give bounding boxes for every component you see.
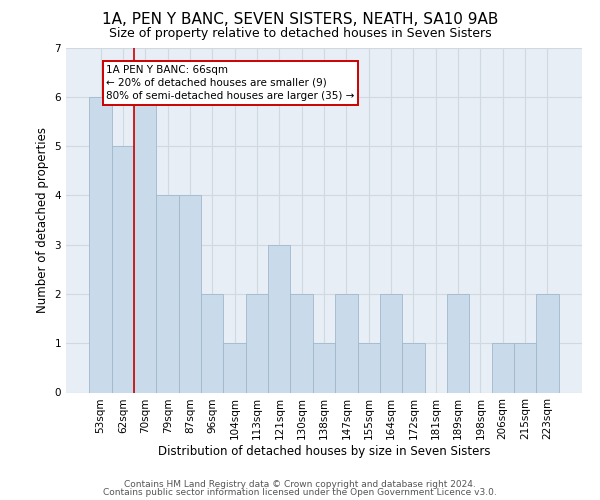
Bar [157,196,179,392]
Bar [89,97,112,392]
Bar [201,294,223,392]
Text: 1A PEN Y BANC: 66sqm
← 20% of detached houses are smaller (9)
80% of semi-detach: 1A PEN Y BANC: 66sqm ← 20% of detached h… [106,64,355,101]
Bar [335,294,358,392]
Bar [313,343,335,392]
Bar [223,343,246,392]
Bar [134,97,157,392]
Bar [514,343,536,392]
Bar [179,196,201,392]
Bar [246,294,268,392]
Bar [112,146,134,392]
Bar [358,343,380,392]
Text: Contains public sector information licensed under the Open Government Licence v3: Contains public sector information licen… [103,488,497,497]
Bar [290,294,313,392]
Bar [447,294,469,392]
Text: 1A, PEN Y BANC, SEVEN SISTERS, NEATH, SA10 9AB: 1A, PEN Y BANC, SEVEN SISTERS, NEATH, SA… [102,12,498,28]
Text: Contains HM Land Registry data © Crown copyright and database right 2024.: Contains HM Land Registry data © Crown c… [124,480,476,489]
X-axis label: Distribution of detached houses by size in Seven Sisters: Distribution of detached houses by size … [158,445,490,458]
Text: Size of property relative to detached houses in Seven Sisters: Size of property relative to detached ho… [109,28,491,40]
Bar [536,294,559,392]
Bar [402,343,425,392]
Bar [380,294,402,392]
Bar [268,244,290,392]
Y-axis label: Number of detached properties: Number of detached properties [36,127,49,313]
Bar [491,343,514,392]
